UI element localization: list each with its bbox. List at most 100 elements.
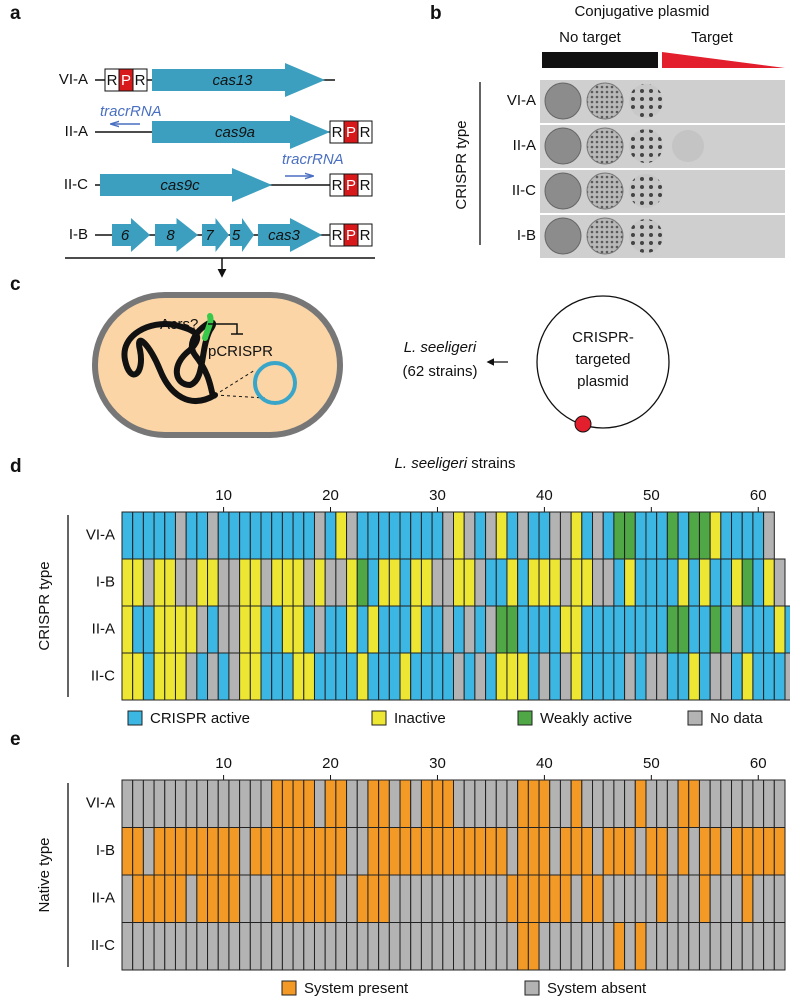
cell [399, 779, 412, 828]
cell [121, 605, 134, 654]
cell [228, 605, 241, 654]
row-label: I-B [69, 226, 88, 243]
cell [474, 874, 487, 923]
cell [656, 605, 668, 654]
tracr-label: tracrRNA [100, 103, 162, 120]
cell [196, 874, 209, 923]
cell [549, 558, 561, 607]
cell [292, 652, 305, 701]
cell [388, 779, 401, 828]
cell [570, 511, 583, 560]
cell [698, 605, 711, 654]
cell [752, 922, 765, 971]
cell [752, 605, 765, 654]
cell [292, 605, 305, 654]
cell [356, 779, 369, 828]
cell [495, 779, 508, 828]
cell [185, 652, 198, 701]
cell [485, 922, 497, 971]
cell [142, 558, 155, 607]
gene-label: cas9a [215, 124, 255, 141]
cell [260, 652, 273, 701]
cell [217, 511, 230, 560]
cell [485, 827, 497, 876]
cell [335, 605, 348, 654]
cell [624, 779, 636, 828]
cell [517, 922, 529, 971]
legend-swatch [127, 710, 143, 726]
cell [292, 511, 305, 560]
cell [164, 922, 176, 971]
cell [121, 827, 134, 876]
x-tick-label: 40 [536, 487, 553, 504]
cell [602, 558, 615, 607]
cell [720, 652, 733, 701]
cell [731, 874, 743, 923]
cell [763, 874, 775, 923]
cell [763, 652, 775, 701]
cell [474, 922, 487, 971]
cell [634, 874, 647, 923]
cell [271, 558, 283, 607]
cell [324, 558, 337, 607]
axis-label: CRISPR type [453, 120, 470, 209]
cell [132, 874, 144, 923]
cell [142, 511, 155, 560]
cell [677, 779, 690, 828]
cell [688, 779, 700, 828]
cell [142, 874, 155, 923]
strains-label: (62 strains) [402, 363, 477, 380]
cell [559, 605, 572, 654]
array-label: R [360, 124, 371, 141]
cell [506, 558, 519, 607]
cell [463, 558, 476, 607]
cell [763, 558, 775, 607]
cell [239, 605, 251, 654]
cell [217, 652, 230, 701]
cell [442, 605, 455, 654]
cell [592, 652, 604, 701]
gene-arrow [112, 218, 150, 252]
cell [420, 827, 433, 876]
cell [410, 605, 422, 654]
cell [666, 922, 679, 971]
cell [613, 779, 626, 828]
cell [442, 827, 455, 876]
cell [485, 874, 497, 923]
cell [121, 511, 134, 560]
cell [581, 874, 594, 923]
cell [463, 874, 476, 923]
cell [592, 827, 604, 876]
cell [645, 511, 658, 560]
cell [741, 874, 754, 923]
cell [773, 558, 786, 607]
cell [463, 827, 476, 876]
cell [335, 827, 348, 876]
cell [367, 874, 380, 923]
cell [239, 827, 251, 876]
cell [495, 558, 508, 607]
cell [666, 874, 679, 923]
cell [399, 605, 412, 654]
cell [645, 605, 658, 654]
cell [260, 558, 273, 607]
cell [656, 652, 668, 701]
row-label: II-C [91, 667, 115, 684]
cell [731, 827, 743, 876]
panel-letter: e [10, 729, 21, 750]
x-tick-label: 60 [750, 487, 767, 504]
target-site [574, 415, 592, 433]
legend-swatch [517, 710, 533, 726]
cell [303, 779, 315, 828]
header-label: Target [691, 29, 734, 46]
cell [196, 827, 209, 876]
cell [634, 922, 647, 971]
plasmid-text: plasmid [577, 373, 629, 390]
cell [378, 779, 390, 828]
cell [303, 652, 315, 701]
cell [741, 652, 754, 701]
cell [388, 922, 401, 971]
cell [763, 511, 775, 560]
legend-swatch [524, 980, 540, 996]
cell [346, 922, 358, 971]
